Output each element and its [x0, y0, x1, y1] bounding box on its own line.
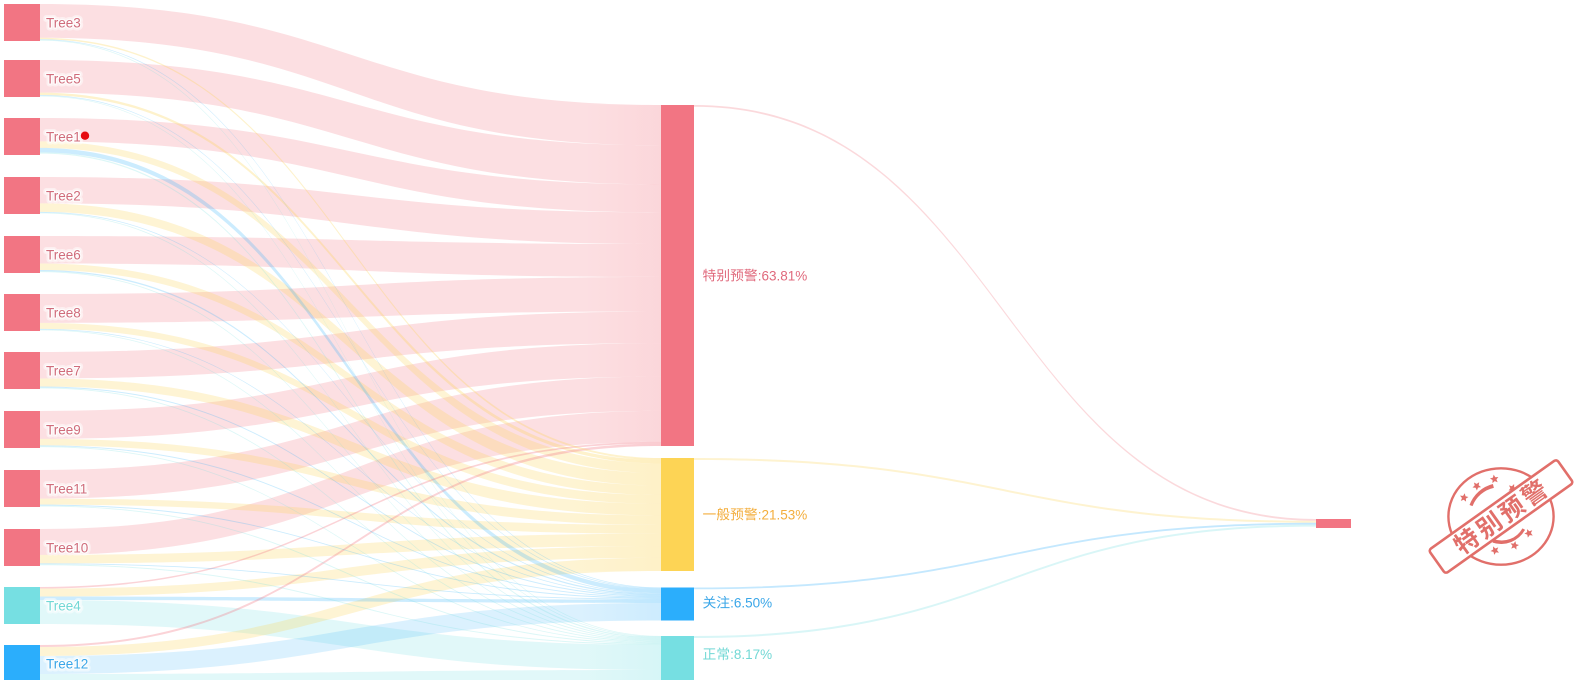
svg-text:Tree7: Tree7	[46, 364, 81, 379]
svg-text::63.81%: :63.81%	[758, 268, 808, 283]
svg-text::63.81%: :63.81%	[758, 268, 808, 283]
svg-text:Tree8: Tree8	[46, 306, 81, 321]
svg-text:Tree4: Tree4	[46, 599, 81, 614]
svg-text:Tree11: Tree11	[46, 482, 87, 497]
svg-text:Tree2: Tree2	[46, 189, 81, 204]
svg-text:Tree12: Tree12	[46, 657, 88, 672]
svg-text:Tree4: Tree4	[46, 599, 81, 614]
svg-text::21.53%: :21.53%	[758, 507, 808, 522]
svg-text:Tree1: Tree1	[46, 130, 81, 145]
svg-text:Tree1: Tree1	[46, 130, 81, 145]
svg-text:Tree8: Tree8	[46, 306, 81, 321]
svg-text:Tree9: Tree9	[46, 423, 81, 438]
svg-text:Tree10: Tree10	[46, 541, 88, 556]
svg-text:Tree1: Tree1	[46, 130, 81, 145]
svg-text::6.50%: :6.50%	[730, 596, 772, 611]
svg-text:Tree7: Tree7	[46, 364, 81, 379]
svg-text:Tree9: Tree9	[46, 423, 81, 438]
svg-text:Tree11: Tree11	[46, 482, 87, 497]
svg-text:Tree11: Tree11	[46, 482, 87, 497]
svg-text:Tree8: Tree8	[46, 306, 81, 321]
svg-text:Tree5: Tree5	[46, 72, 81, 87]
svg-text:Tree12: Tree12	[46, 657, 88, 672]
svg-text:Tree12: Tree12	[46, 657, 88, 672]
svg-text:Tree10: Tree10	[46, 541, 88, 556]
svg-text:Tree5: Tree5	[46, 72, 81, 87]
svg-text:Tree3: Tree3	[46, 16, 81, 31]
svg-text:Tree2: Tree2	[46, 189, 81, 204]
svg-text:Tree4: Tree4	[46, 599, 81, 614]
svg-text:Tree3: Tree3	[46, 16, 81, 31]
svg-text:Tree6: Tree6	[46, 248, 81, 263]
svg-text::8.17%: :8.17%	[730, 647, 772, 662]
svg-text:Tree6: Tree6	[46, 248, 81, 263]
svg-text:Tree2: Tree2	[46, 189, 81, 204]
svg-text:Tree9: Tree9	[46, 423, 81, 438]
svg-text:Tree3: Tree3	[46, 16, 81, 31]
svg-text::6.50%: :6.50%	[730, 596, 772, 611]
svg-text::21.53%: :21.53%	[758, 507, 808, 522]
svg-text::8.17%: :8.17%	[730, 647, 772, 662]
svg-text:Tree6: Tree6	[46, 248, 81, 263]
svg-text:Tree7: Tree7	[46, 364, 81, 379]
svg-text:Tree5: Tree5	[46, 72, 81, 87]
svg-text:Tree10: Tree10	[46, 541, 88, 556]
